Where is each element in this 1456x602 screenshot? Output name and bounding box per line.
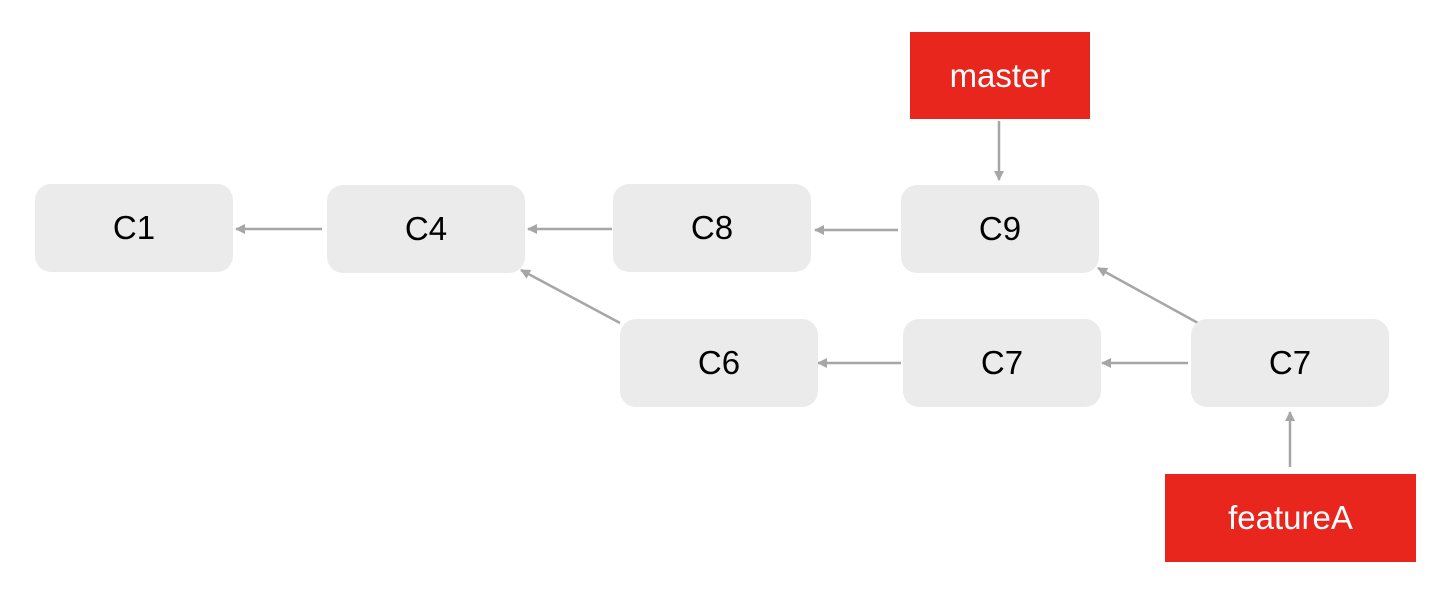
commit-c1: C1	[35, 184, 233, 272]
arrow-c6-to-c4	[520, 268, 621, 325]
commit-label: C1	[112, 209, 156, 246]
commit-c7: C7	[903, 319, 1101, 407]
commit-c8: C8	[613, 184, 811, 272]
commit-c4: C4	[327, 185, 525, 273]
branch-name: master	[949, 56, 1051, 94]
commit-label: C9	[978, 210, 1022, 247]
branch-master-label: master	[910, 32, 1090, 119]
branch-featureA-label: featureA	[1165, 474, 1416, 562]
branch-name: featureA	[1228, 499, 1353, 536]
commit-label: C7	[980, 344, 1024, 381]
commit-c9: C9	[901, 185, 1099, 273]
commit-c7-feature: C7	[1191, 319, 1389, 407]
commit-label: C6	[697, 344, 741, 381]
commit-c6: C6	[620, 319, 818, 407]
arrow-c7b-to-c9	[1097, 266, 1199, 325]
commit-label: C8	[690, 209, 734, 246]
commit-label: C4	[404, 210, 448, 247]
commit-label: C7	[1268, 344, 1312, 381]
